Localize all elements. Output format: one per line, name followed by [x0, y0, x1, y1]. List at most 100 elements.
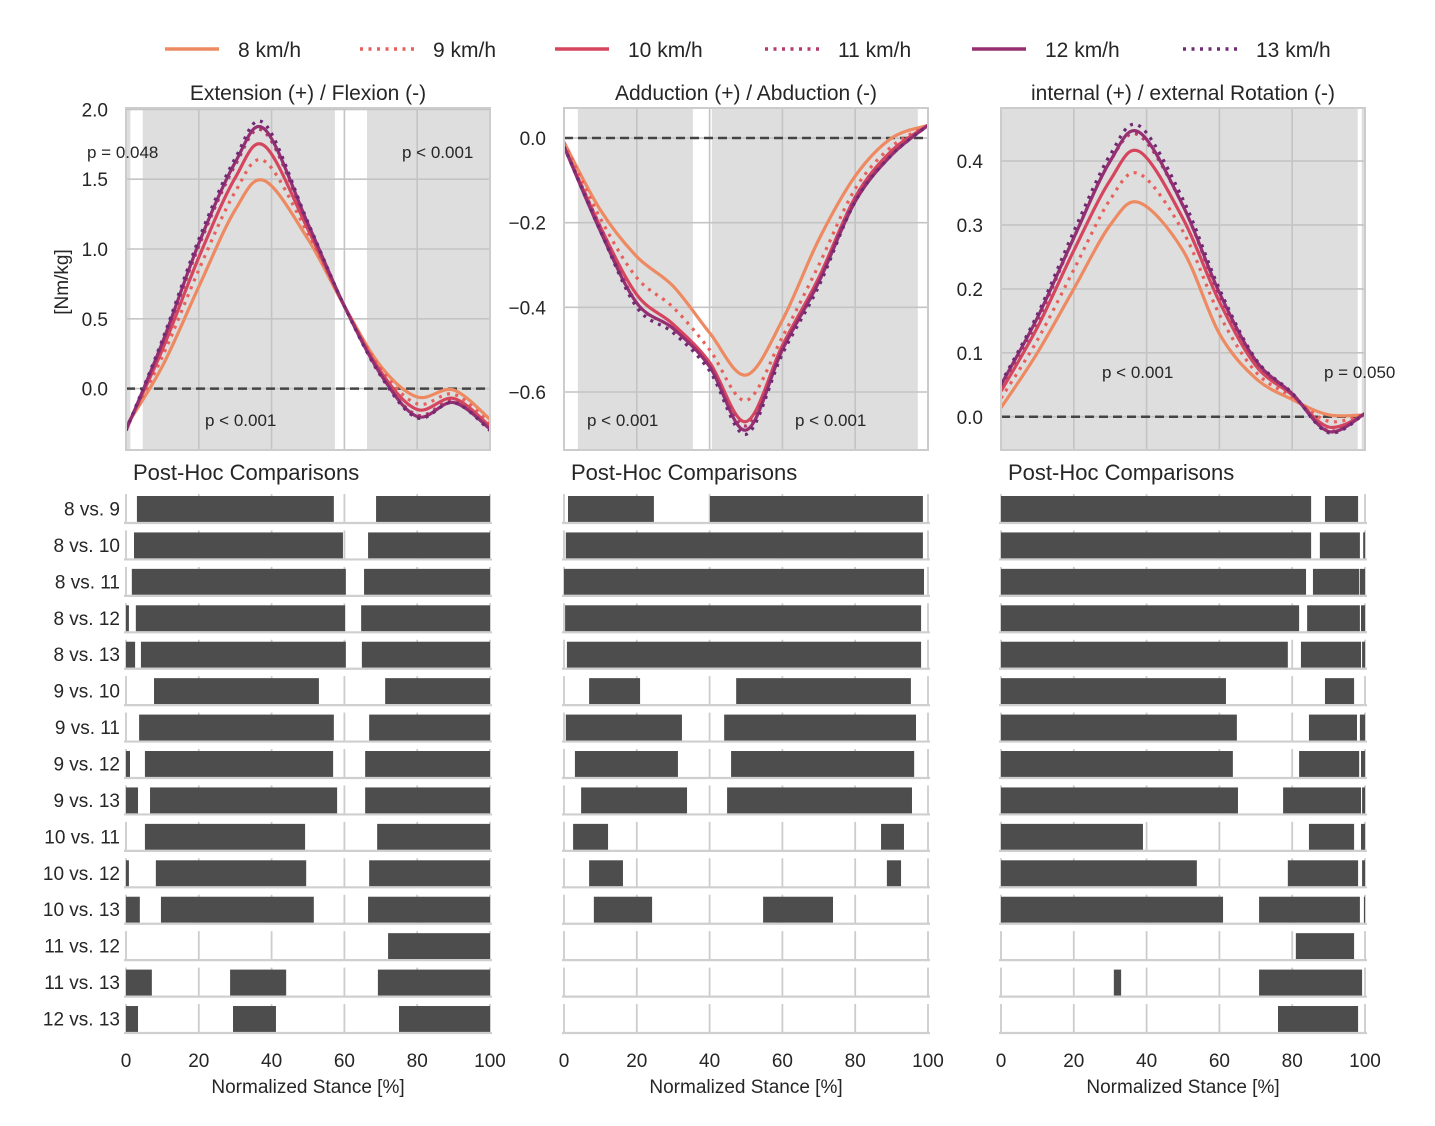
posthoc-row: 8 vs. 12 [53, 603, 492, 634]
significant-interval-bar [564, 568, 924, 595]
posthoc-row: 9 vs. 10 [53, 676, 492, 707]
p-value-annotation: p < 0.001 [205, 411, 276, 430]
significant-interval-bar [589, 678, 641, 705]
x-tick-label: 100 [474, 1051, 506, 1072]
significant-interval-bar [369, 860, 490, 887]
significant-interval-bar [581, 787, 688, 814]
significant-interval-bar [131, 568, 346, 595]
significant-interval-bar [154, 678, 319, 705]
comparison-label: 10 vs. 11 [44, 827, 120, 848]
panel-2: 0.0 −0.2 −0.4 −0.6 Adduction (+) / Abduction… [508, 82, 943, 1098]
significant-interval-bar [1295, 933, 1355, 960]
significance-region [142, 108, 335, 450]
plot-frame [1000, 107, 1366, 451]
p-value-annotation: p < 0.001 [587, 411, 658, 430]
posthoc-row [562, 530, 930, 561]
significant-interval-bar [565, 532, 923, 559]
posthoc-row [562, 712, 930, 743]
y-tick-label: −0.2 [508, 214, 546, 235]
posthoc-row [999, 931, 1367, 962]
significant-interval-bar [1324, 678, 1355, 705]
posthoc-row: 8 vs. 13 [53, 639, 492, 670]
posthoc-row [999, 821, 1367, 852]
significant-interval-bar [881, 823, 904, 850]
significant-interval-bar [144, 823, 306, 850]
series-line-12-km-h [1001, 129, 1365, 434]
significant-interval-bar [1287, 860, 1359, 887]
posthoc-row: 11 vs. 12 [44, 931, 492, 962]
significant-interval-bar [1363, 896, 1365, 923]
comparison-label: 10 vs. 13 [43, 900, 120, 921]
comparison-label: 12 vs. 13 [43, 1010, 120, 1031]
legend: 8 km/h 9 km/h 10 km/h 11 km/h 12 km/h 13 km/h [165, 39, 1331, 62]
posthoc-comparisons [562, 494, 930, 1035]
significant-interval-bar [886, 860, 902, 887]
significant-interval-bar [160, 896, 314, 923]
significant-interval-bar [1307, 605, 1360, 632]
legend-label: 8 km/h [238, 39, 301, 62]
x-axis-label: Normalized Stance [%] [649, 1077, 842, 1098]
x-tick-label: 0 [559, 1051, 570, 1072]
significant-interval-bar [126, 641, 136, 668]
posthoc-row [562, 566, 930, 597]
p-value-annotation: p < 0.001 [1102, 363, 1173, 382]
significant-interval-bar [385, 678, 490, 705]
significant-interval-bar [1360, 605, 1365, 632]
significant-interval-bar [1259, 896, 1360, 923]
significant-interval-bar [573, 823, 609, 850]
posthoc-title: Post-Hoc Comparisons [1008, 460, 1234, 485]
significant-interval-bar [1324, 496, 1359, 522]
plot-frame [563, 107, 929, 451]
significant-interval-bar [1360, 751, 1365, 778]
series-line-8-km-h [564, 123, 928, 377]
posthoc-row: 10 vs. 11 [44, 821, 492, 852]
posthoc-row [999, 967, 1367, 998]
legend-item: 9 km/h [360, 39, 496, 62]
significant-interval-bar [1001, 678, 1226, 705]
posthoc-row [999, 566, 1367, 597]
posthoc-row: 8 vs. 10 [53, 530, 492, 561]
posthoc-row [562, 894, 930, 925]
y-tick-label: 0.0 [82, 380, 108, 401]
comparison-label: 8 vs. 9 [64, 500, 120, 521]
series-line-9-km-h [126, 158, 490, 429]
significant-interval-bar [1319, 532, 1360, 559]
significant-interval-bar [1001, 896, 1224, 923]
significant-interval-bar [369, 714, 490, 741]
significant-interval-bar [1001, 860, 1197, 887]
y-tick-label: 0.0 [957, 408, 983, 429]
comparison-label: 8 vs. 10 [53, 536, 120, 557]
posthoc-row [562, 603, 930, 634]
y-tick-label: 2.0 [82, 100, 108, 121]
significant-interval-bar [135, 605, 346, 632]
panel-1: 0.0 0.5 1.0 1.5 2.0 Extension (+) / Flexion (… [43, 82, 506, 1098]
significant-interval-bar [126, 969, 152, 996]
posthoc-row [999, 530, 1367, 561]
posthoc-row: 10 vs. 13 [43, 894, 492, 925]
panel-title: internal (+) / external Rotation (-) [1031, 82, 1335, 105]
significant-interval-bar [140, 641, 346, 668]
significant-interval-bar [1362, 641, 1365, 668]
significance-region [126, 108, 131, 450]
significant-interval-bar [365, 751, 490, 778]
legend-label: 12 km/h [1045, 39, 1120, 62]
significant-interval-bar [155, 860, 307, 887]
significant-interval-bar [731, 751, 915, 778]
posthoc-row [562, 676, 930, 707]
y-axis-label: [Nm/kg] [52, 249, 73, 314]
legend-label: 10 km/h [628, 39, 703, 62]
x-axis-label: Normalized Stance [%] [211, 1077, 404, 1098]
significant-interval-bar [377, 969, 490, 996]
panels: 0.0 0.5 1.0 1.5 2.0 Extension (+) / Flexion (… [43, 82, 1395, 1098]
significant-interval-bar [1278, 1006, 1359, 1033]
significant-interval-bar [134, 532, 343, 559]
significant-interval-bar [1359, 568, 1365, 595]
comparison-label: 9 vs. 12 [53, 755, 120, 776]
posthoc-comparisons [999, 494, 1367, 1035]
series-line-9-km-h [1001, 171, 1365, 424]
significant-interval-bar [1001, 496, 1312, 522]
posthoc-row [999, 712, 1367, 743]
significant-interval-bar [361, 641, 490, 668]
significance-region [577, 108, 693, 450]
significant-interval-bar [399, 1006, 490, 1033]
